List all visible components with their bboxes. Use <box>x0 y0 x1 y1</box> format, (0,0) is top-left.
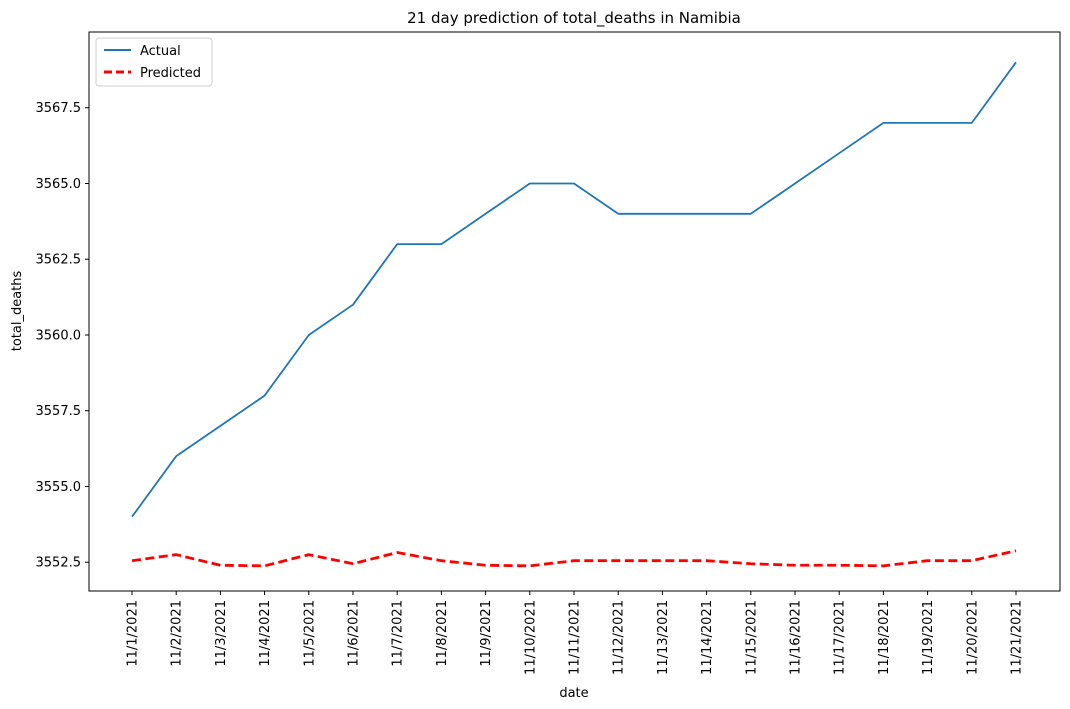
y-tick-label: 3555.0 <box>36 480 82 495</box>
x-tick-label: 11/18/2021 <box>877 600 892 675</box>
x-tick-label: 11/11/2021 <box>568 600 583 675</box>
x-tick-label: 11/7/2021 <box>391 600 406 667</box>
x-tick-label: 11/20/2021 <box>965 600 980 675</box>
x-tick-label: 11/14/2021 <box>700 600 715 675</box>
x-tick-label: 11/10/2021 <box>523 600 538 675</box>
series-line-predicted <box>131 549 1017 568</box>
y-axis-label: total_deaths <box>10 271 25 352</box>
x-tick-label: 11/13/2021 <box>656 600 671 675</box>
x-tick-label: 11/1/2021 <box>126 600 141 667</box>
x-tick-label: 11/21/2021 <box>1010 600 1025 675</box>
y-tick-label: 3560.0 <box>36 328 82 343</box>
x-tick-label: 11/5/2021 <box>302 600 317 667</box>
x-tick-label: 11/12/2021 <box>612 600 627 675</box>
series-line-actual <box>131 61 1017 518</box>
y-tick-label: 3562.5 <box>36 253 82 268</box>
x-tick-label: 11/17/2021 <box>833 600 848 675</box>
x-tick-label: 11/15/2021 <box>744 600 759 675</box>
x-tick-label: 11/9/2021 <box>479 600 494 667</box>
chart-title: 21 day prediction of total_deaths in Nam… <box>407 9 741 28</box>
y-tick-label: 3557.5 <box>36 404 82 419</box>
x-axis-label: date <box>559 686 588 701</box>
y-tick-label: 3567.5 <box>36 101 82 116</box>
y-tick-label: 3552.5 <box>36 556 82 571</box>
legend-actual-label: Actual <box>140 44 181 59</box>
legend-predicted-label: Predicted <box>140 66 201 81</box>
x-tick-label: 11/4/2021 <box>258 600 273 667</box>
x-tick-label: 11/19/2021 <box>921 600 936 675</box>
x-tick-label: 11/2/2021 <box>170 600 185 667</box>
x-tick-label: 11/6/2021 <box>347 600 362 667</box>
legend: Actual Predicted <box>95 37 213 87</box>
x-tick-label: 11/8/2021 <box>435 600 450 667</box>
y-tick-label: 3565.0 <box>36 177 82 192</box>
x-tick-label: 11/3/2021 <box>214 600 229 667</box>
x-tick-label: 11/16/2021 <box>789 600 804 675</box>
plot-frame <box>88 31 1061 592</box>
